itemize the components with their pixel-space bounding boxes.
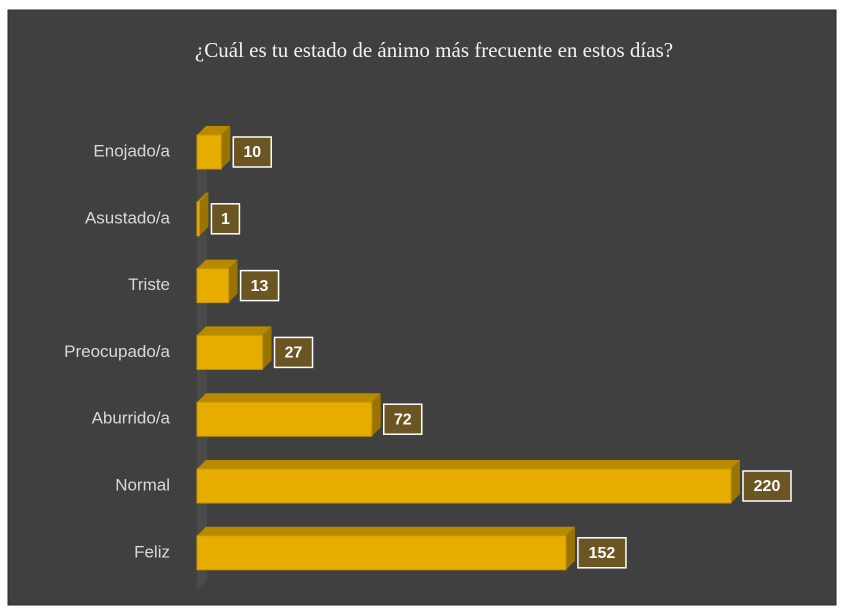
bar-top	[197, 192, 209, 202]
bar-side	[565, 526, 575, 570]
category-label: Feliz	[134, 542, 170, 561]
chart-title: ¿Cuál es tu estado de ánimo más frecuent…	[195, 38, 673, 62]
value-label-box	[742, 470, 792, 502]
bar	[196, 401, 373, 437]
category-label: Aburrido/a	[92, 409, 171, 428]
category-label: Enojado/a	[93, 141, 170, 160]
value-label: 13	[251, 278, 269, 295]
bar	[196, 535, 567, 571]
bar-side	[262, 326, 272, 370]
bar	[196, 468, 732, 504]
value-label: 27	[285, 345, 303, 362]
category-label: Preocupado/a	[64, 342, 170, 361]
bar-top	[197, 126, 231, 135]
category-label: Triste	[128, 275, 170, 294]
value-label: 152	[589, 545, 616, 562]
bar-top	[197, 526, 575, 536]
category-label: Normal	[115, 475, 170, 494]
bar-top	[197, 393, 381, 403]
value-label-box	[232, 136, 273, 168]
bar	[196, 268, 230, 304]
value-label: 1	[221, 211, 230, 228]
category-label: Asustado/a	[85, 208, 171, 227]
bar-top	[197, 259, 238, 269]
bar-top	[197, 326, 272, 336]
value-label: 10	[243, 144, 261, 161]
value-label: 72	[394, 411, 412, 428]
value-label-box	[239, 269, 280, 302]
value-label-box	[273, 336, 314, 369]
bar	[196, 334, 264, 370]
bar	[196, 134, 222, 170]
bar	[196, 201, 200, 237]
bar-side	[731, 460, 740, 503]
bar-side	[371, 393, 381, 437]
chart-background	[7, 9, 837, 606]
bar-top	[197, 460, 740, 469]
value-label-box	[210, 203, 241, 235]
bar-side	[228, 259, 238, 303]
bar-side	[199, 192, 209, 236]
value-label-box	[577, 537, 627, 569]
value-label-box	[383, 403, 423, 435]
bar-side	[221, 126, 231, 169]
value-label: 220	[754, 478, 781, 495]
